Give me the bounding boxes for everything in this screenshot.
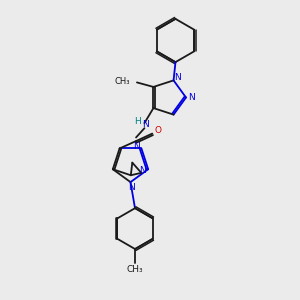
Text: O: O [154, 126, 161, 135]
Text: N: N [140, 166, 146, 175]
Text: CH₃: CH₃ [127, 265, 143, 274]
Text: N: N [129, 183, 135, 192]
Text: N: N [142, 120, 149, 129]
Text: N: N [133, 142, 140, 152]
Text: CH₃: CH₃ [115, 77, 130, 86]
Text: H: H [134, 117, 141, 126]
Text: N: N [188, 93, 195, 102]
Text: N: N [174, 74, 181, 82]
